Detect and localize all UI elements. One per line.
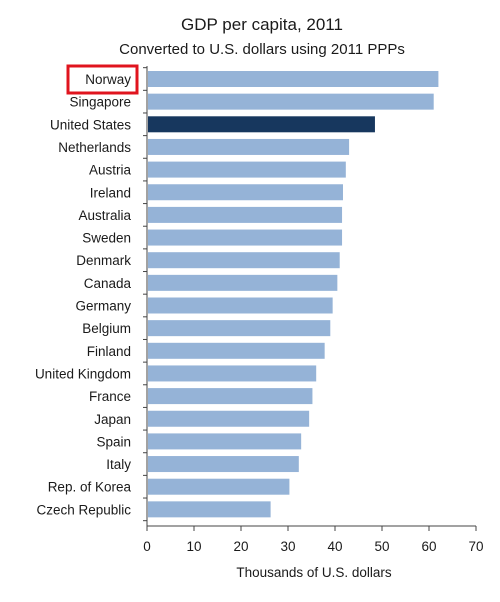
chart-subtitle: Converted to U.S. dollars using 2011 PPP… <box>119 41 405 58</box>
bar-rep-of-korea <box>148 478 290 495</box>
axes <box>143 66 477 531</box>
category-label-rep-of-korea: Rep. of Korea <box>48 480 132 495</box>
category-label-germany: Germany <box>75 299 131 314</box>
bar-czech-republic <box>148 501 271 518</box>
category-label-italy: Italy <box>106 457 131 472</box>
x-tick-labels: 0 10 20 30 40 50 60 70 <box>143 539 483 554</box>
highlight-box <box>66 64 139 95</box>
bar-sweden <box>148 229 343 246</box>
category-label-denmark: Denmark <box>76 253 131 268</box>
bar-finland <box>148 342 325 359</box>
x-tick-label: 70 <box>468 539 483 554</box>
bar-austria <box>148 161 346 178</box>
bar-denmark <box>148 252 340 269</box>
bar-canada <box>148 274 338 291</box>
bar-france <box>148 388 313 405</box>
category-label-finland: Finland <box>87 344 131 359</box>
bar-australia <box>148 206 343 223</box>
x-tick-label: 10 <box>186 539 201 554</box>
category-label-norway: Norway <box>85 72 131 87</box>
bar-united-states <box>148 116 375 133</box>
category-label-canada: Canada <box>84 276 132 291</box>
x-tick-label: 20 <box>233 539 248 554</box>
category-label-ireland: Ireland <box>90 185 131 200</box>
category-label-netherlands: Netherlands <box>58 140 131 155</box>
highlight-group <box>66 64 139 95</box>
bar-germany <box>148 297 333 314</box>
bar-united-kingdom <box>148 365 317 382</box>
bar-norway <box>148 71 439 87</box>
category-label-australia: Australia <box>78 208 131 223</box>
category-label-spain: Spain <box>96 434 131 449</box>
category-label-czech-republic: Czech Republic <box>36 502 131 517</box>
category-label-united-states: United States <box>50 117 131 132</box>
category-label-austria: Austria <box>89 163 132 178</box>
category-label-sweden: Sweden <box>82 231 131 246</box>
category-label-france: France <box>89 389 131 404</box>
x-tick-label: 50 <box>374 539 389 554</box>
bar-singapore <box>148 93 434 110</box>
x-tick-label: 30 <box>280 539 295 554</box>
bar-group <box>148 71 439 518</box>
x-tick-label: 40 <box>327 539 342 554</box>
bar-belgium <box>148 320 331 337</box>
category-labels: Norway Singapore United States Netherlands A… <box>35 72 132 517</box>
category-label-japan: Japan <box>94 412 131 427</box>
bar-netherlands <box>148 138 350 155</box>
category-label-singapore: Singapore <box>69 95 131 110</box>
bar-japan <box>148 410 310 427</box>
category-label-united-kingdom: United Kingdom <box>35 366 131 381</box>
bar-italy <box>148 456 299 473</box>
chart-title: GDP per capita, 2011 <box>181 15 343 34</box>
x-axis-title: Thousands of U.S. dollars <box>236 565 392 580</box>
x-tick-label: 0 <box>143 539 151 554</box>
category-label-belgium: Belgium <box>82 321 131 336</box>
bar-ireland <box>148 184 343 201</box>
x-tick-label: 60 <box>421 539 436 554</box>
bar-spain <box>148 433 302 450</box>
